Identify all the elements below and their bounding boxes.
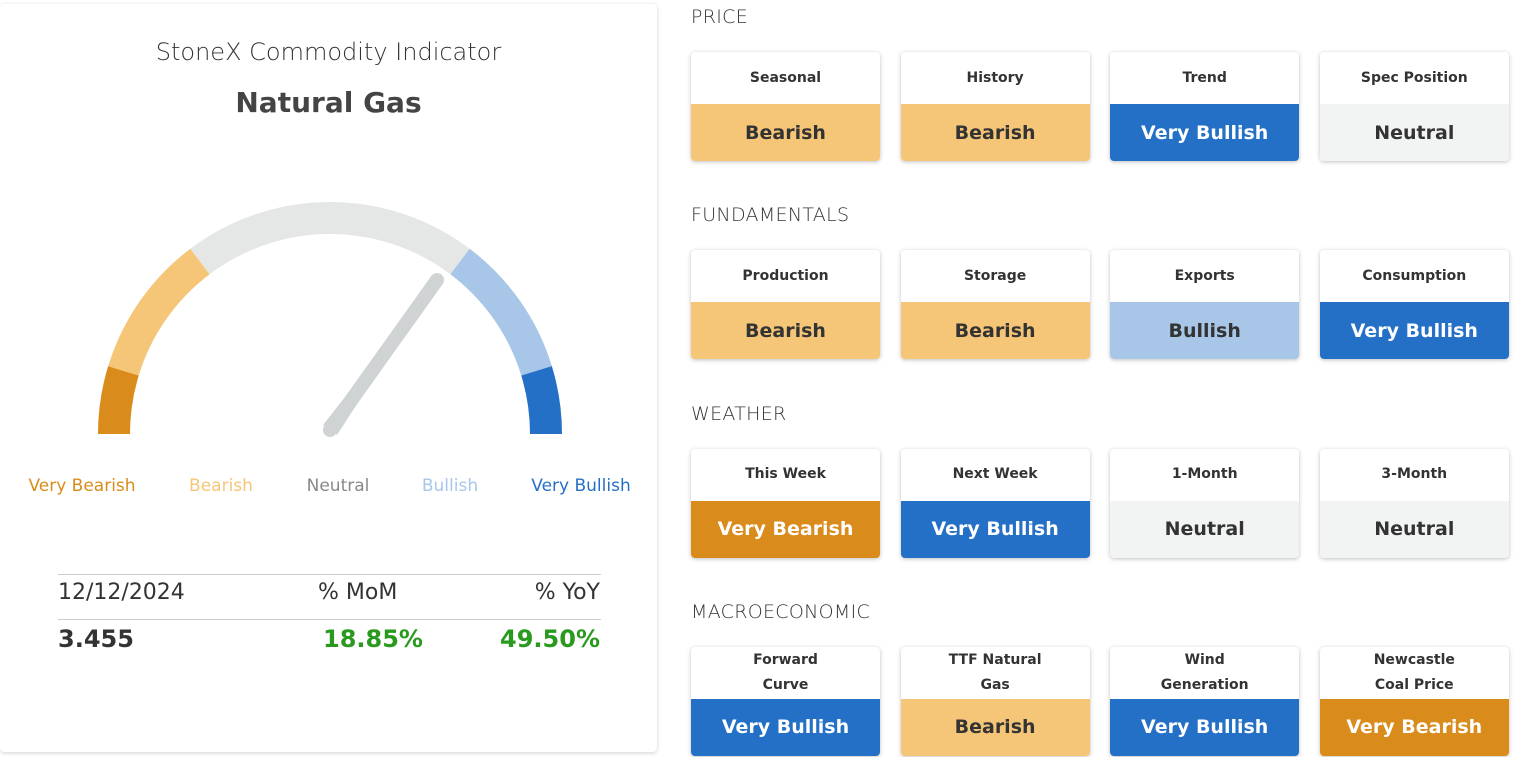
indicator-panel: StoneX Commodity Indicator Natural Gas V…	[0, 4, 657, 752]
gauge-level-label: Neutral	[306, 476, 370, 496]
gauge-level-label: Very Bearish	[28, 476, 136, 496]
factor-label: Consumption	[1362, 267, 1467, 284]
factor-card: TTF Natural Gas Bearish	[900, 646, 1090, 756]
factor-card: Exports Bullish	[1110, 250, 1300, 360]
factor-label: Next Week	[952, 466, 1038, 483]
factor-card: Trend Very Bullish	[1110, 52, 1300, 161]
factor-label: This Week	[745, 466, 826, 483]
gauge-level-label: Bearish	[189, 476, 253, 496]
factor-label: 3-Month	[1381, 466, 1448, 483]
factor-card: Production Bearish	[691, 250, 880, 360]
factor-rating: Bearish	[900, 104, 1090, 161]
factor-label: Seasonal	[749, 69, 822, 86]
factor-rating: Very Bullish	[1319, 302, 1509, 360]
gauge-level-label: Very Bullish	[531, 476, 631, 496]
factor-card: Wind Generation Very Bullish	[1110, 646, 1300, 756]
yoy-value: 49.50%	[500, 625, 600, 653]
factor-card: Seasonal Bearish	[691, 52, 880, 161]
date-header: 12/12/2024	[58, 580, 185, 605]
mom-header: % MoM	[318, 580, 398, 605]
factor-label: 1-Month	[1171, 466, 1238, 483]
gauge-segment	[450, 248, 552, 376]
factor-rating: Very Bullish	[691, 698, 880, 756]
factor-label: Newcastle Coal Price	[1373, 651, 1455, 693]
divider	[58, 574, 601, 575]
price-value: 3.455	[58, 625, 134, 653]
factor-card: 3-Month Neutral	[1319, 448, 1509, 558]
factor-label: Trend	[1182, 69, 1227, 86]
yoy-header: % YoY	[534, 580, 600, 605]
panel-title: StoneX Commodity Indicator	[155, 38, 502, 66]
factor-rating: Very Bearish	[1319, 698, 1509, 756]
factor-label: Production	[742, 267, 829, 284]
section-title: PRICE	[691, 6, 749, 28]
factor-label: Spec Position	[1360, 69, 1468, 86]
mom-value: 18.85%	[323, 625, 423, 653]
factor-card: Storage Bearish	[900, 250, 1090, 360]
section-title: WEATHER	[691, 402, 787, 425]
factor-label: Wind Generation	[1160, 651, 1249, 693]
factor-rating: Neutral	[1319, 500, 1509, 558]
factor-rating: Neutral	[1319, 104, 1509, 161]
factor-rating: Bearish	[691, 104, 880, 161]
section-title: FUNDAMENTALS	[691, 204, 850, 227]
factor-label: Storage	[963, 267, 1027, 284]
divider	[58, 619, 601, 620]
factor-card: Next Week Very Bullish	[900, 448, 1090, 558]
factor-card: This Week Very Bearish	[691, 448, 880, 558]
gauge-segment	[521, 366, 562, 435]
commodity-name: Natural Gas	[235, 86, 422, 119]
factor-label: Exports	[1174, 267, 1235, 284]
factor-card: Forward Curve Very Bullish	[691, 646, 880, 756]
factor-rating: Bullish	[1110, 302, 1300, 360]
factor-rating: Very Bearish	[691, 500, 880, 558]
section-title: MACROECONOMIC	[691, 600, 871, 623]
gauge	[98, 202, 562, 437]
factor-rating: Bearish	[691, 302, 880, 360]
gauge-segment	[108, 248, 210, 376]
gauge-segment	[190, 202, 470, 275]
gauge-segment	[98, 366, 139, 435]
gauge-needle-body	[323, 280, 437, 435]
factor-card: Newcastle Coal Price Very Bearish	[1319, 646, 1509, 756]
factor-rating: Bearish	[900, 302, 1090, 360]
factor-rating: Very Bullish	[1110, 698, 1300, 756]
factor-card: Consumption Very Bullish	[1319, 250, 1509, 360]
gauge-level-label: Bullish	[421, 476, 479, 496]
factor-card: Spec Position Neutral	[1319, 52, 1509, 161]
factor-label: Forward Curve	[753, 651, 818, 693]
factor-rating: Bearish	[900, 698, 1090, 756]
factor-label: History	[966, 69, 1024, 86]
factor-card: 1-Month Neutral	[1110, 448, 1300, 558]
factor-label: TTF Natural Gas	[948, 651, 1042, 693]
factor-rating: Neutral	[1110, 500, 1300, 558]
factor-rating: Very Bullish	[900, 500, 1090, 558]
factor-card: History Bearish	[900, 52, 1090, 161]
factor-rating: Very Bullish	[1110, 104, 1300, 161]
